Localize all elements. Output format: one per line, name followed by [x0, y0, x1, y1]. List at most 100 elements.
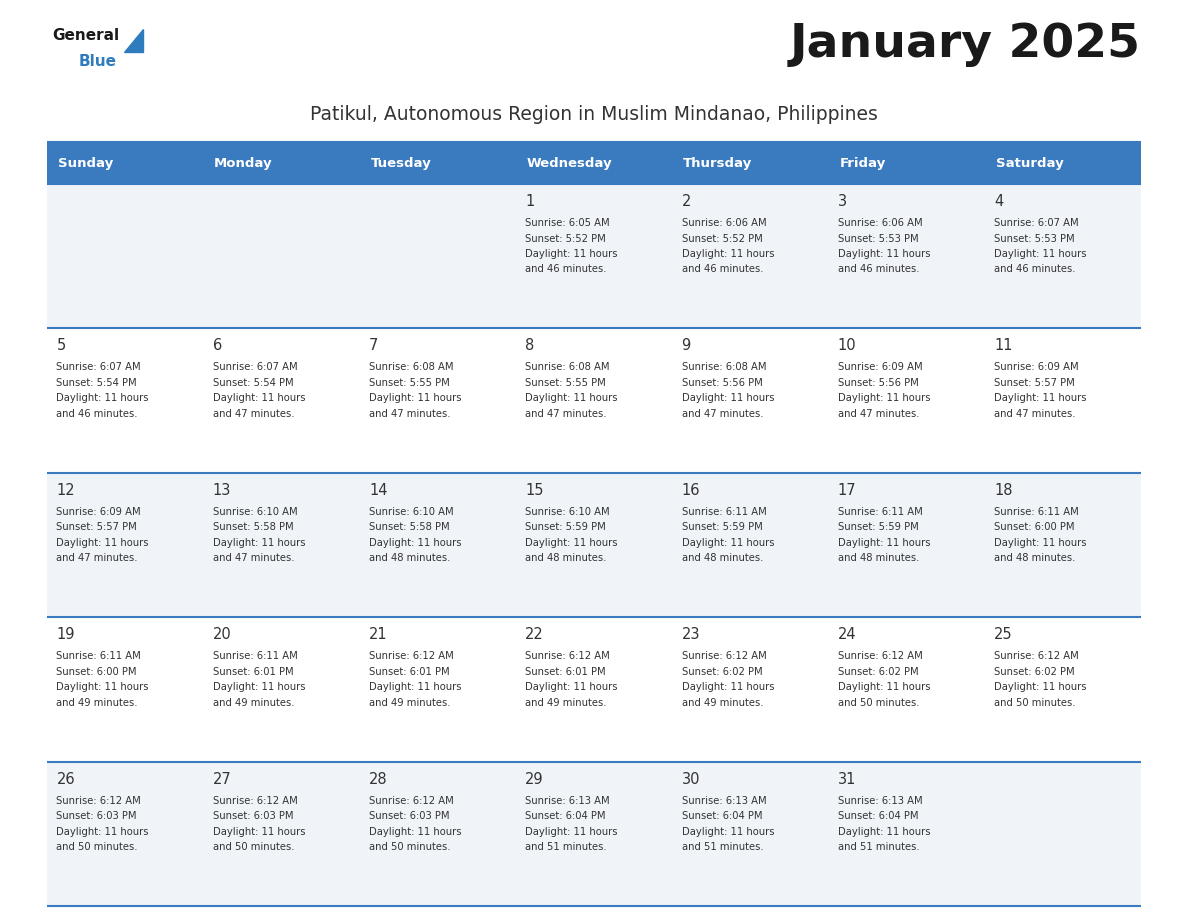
- Text: 25: 25: [994, 627, 1012, 643]
- Bar: [360, 473, 516, 617]
- Text: Sunrise: 6:10 AM: Sunrise: 6:10 AM: [525, 507, 609, 517]
- Text: and 47 minutes.: and 47 minutes.: [525, 409, 607, 419]
- Text: and 50 minutes.: and 50 minutes.: [369, 842, 450, 852]
- Text: Sunday: Sunday: [58, 156, 113, 170]
- Bar: [828, 142, 985, 184]
- Text: 28: 28: [369, 772, 387, 787]
- Text: Sunset: 6:02 PM: Sunset: 6:02 PM: [838, 666, 918, 677]
- Text: Sunrise: 6:11 AM: Sunrise: 6:11 AM: [838, 507, 923, 517]
- Text: Daylight: 11 hours: Daylight: 11 hours: [525, 826, 618, 836]
- Bar: [828, 473, 985, 617]
- Text: Sunrise: 6:07 AM: Sunrise: 6:07 AM: [213, 363, 297, 373]
- Bar: [985, 329, 1140, 473]
- Text: Sunset: 6:01 PM: Sunset: 6:01 PM: [213, 666, 293, 677]
- Text: Sunrise: 6:12 AM: Sunrise: 6:12 AM: [682, 651, 766, 661]
- Text: Sunset: 5:54 PM: Sunset: 5:54 PM: [56, 378, 137, 388]
- Text: Daylight: 11 hours: Daylight: 11 hours: [994, 249, 1087, 259]
- Text: Daylight: 11 hours: Daylight: 11 hours: [838, 826, 930, 836]
- Text: 3: 3: [838, 194, 847, 209]
- Text: Daylight: 11 hours: Daylight: 11 hours: [525, 682, 618, 692]
- Bar: [203, 142, 360, 184]
- Text: Daylight: 11 hours: Daylight: 11 hours: [838, 538, 930, 548]
- Bar: [672, 617, 828, 762]
- Bar: [516, 617, 672, 762]
- Text: and 47 minutes.: and 47 minutes.: [369, 409, 450, 419]
- Text: and 50 minutes.: and 50 minutes.: [994, 698, 1075, 708]
- Text: Patikul, Autonomous Region in Muslim Mindanao, Philippines: Patikul, Autonomous Region in Muslim Min…: [310, 105, 878, 124]
- Text: Sunrise: 6:12 AM: Sunrise: 6:12 AM: [56, 796, 141, 806]
- Text: 7: 7: [369, 339, 378, 353]
- Bar: [360, 142, 516, 184]
- Text: Sunset: 5:53 PM: Sunset: 5:53 PM: [838, 233, 918, 243]
- Text: 6: 6: [213, 339, 222, 353]
- Text: Sunset: 5:59 PM: Sunset: 5:59 PM: [838, 522, 918, 532]
- Bar: [203, 329, 360, 473]
- Bar: [48, 762, 203, 906]
- Text: Sunrise: 6:06 AM: Sunrise: 6:06 AM: [838, 218, 922, 228]
- Text: Daylight: 11 hours: Daylight: 11 hours: [525, 538, 618, 548]
- Bar: [48, 329, 203, 473]
- Text: Daylight: 11 hours: Daylight: 11 hours: [369, 394, 461, 403]
- Bar: [672, 762, 828, 906]
- Text: January 2025: January 2025: [790, 22, 1140, 67]
- Text: Tuesday: Tuesday: [371, 156, 431, 170]
- Text: Sunset: 6:02 PM: Sunset: 6:02 PM: [994, 666, 1075, 677]
- Text: and 51 minutes.: and 51 minutes.: [838, 842, 920, 852]
- Text: Sunrise: 6:13 AM: Sunrise: 6:13 AM: [838, 796, 922, 806]
- Text: 10: 10: [838, 339, 857, 353]
- Text: and 51 minutes.: and 51 minutes.: [682, 842, 763, 852]
- Text: Friday: Friday: [840, 156, 885, 170]
- Bar: [672, 473, 828, 617]
- Text: Daylight: 11 hours: Daylight: 11 hours: [56, 682, 148, 692]
- Text: Daylight: 11 hours: Daylight: 11 hours: [994, 682, 1087, 692]
- Text: Daylight: 11 hours: Daylight: 11 hours: [525, 394, 618, 403]
- Bar: [48, 617, 203, 762]
- Text: Sunset: 6:04 PM: Sunset: 6:04 PM: [682, 812, 762, 821]
- Text: and 46 minutes.: and 46 minutes.: [838, 264, 920, 274]
- Text: Thursday: Thursday: [683, 156, 752, 170]
- Text: Wednesday: Wednesday: [526, 156, 613, 170]
- Text: Sunrise: 6:05 AM: Sunrise: 6:05 AM: [525, 218, 609, 228]
- Text: 18: 18: [994, 483, 1012, 498]
- Bar: [672, 329, 828, 473]
- Text: Sunset: 5:55 PM: Sunset: 5:55 PM: [525, 378, 606, 388]
- Text: Blue: Blue: [78, 54, 116, 69]
- Text: Sunrise: 6:13 AM: Sunrise: 6:13 AM: [525, 796, 609, 806]
- Text: Sunset: 5:59 PM: Sunset: 5:59 PM: [525, 522, 606, 532]
- Text: and 49 minutes.: and 49 minutes.: [682, 698, 763, 708]
- Text: Sunset: 6:04 PM: Sunset: 6:04 PM: [525, 812, 606, 821]
- Bar: [516, 184, 672, 329]
- Text: Sunrise: 6:11 AM: Sunrise: 6:11 AM: [682, 507, 766, 517]
- Text: and 49 minutes.: and 49 minutes.: [369, 698, 450, 708]
- Text: 5: 5: [56, 339, 65, 353]
- Bar: [828, 617, 985, 762]
- Text: and 47 minutes.: and 47 minutes.: [56, 554, 138, 564]
- Text: Daylight: 11 hours: Daylight: 11 hours: [213, 826, 305, 836]
- Text: Sunset: 5:52 PM: Sunset: 5:52 PM: [525, 233, 606, 243]
- Text: and 47 minutes.: and 47 minutes.: [682, 409, 763, 419]
- Bar: [516, 473, 672, 617]
- Text: and 48 minutes.: and 48 minutes.: [994, 554, 1075, 564]
- Text: Daylight: 11 hours: Daylight: 11 hours: [994, 394, 1087, 403]
- Bar: [360, 762, 516, 906]
- Text: 12: 12: [56, 483, 75, 498]
- Text: Sunset: 6:03 PM: Sunset: 6:03 PM: [56, 812, 137, 821]
- Bar: [360, 329, 516, 473]
- Text: Sunrise: 6:12 AM: Sunrise: 6:12 AM: [369, 796, 454, 806]
- Text: Sunset: 5:54 PM: Sunset: 5:54 PM: [213, 378, 293, 388]
- Bar: [985, 617, 1140, 762]
- Text: Sunset: 5:59 PM: Sunset: 5:59 PM: [682, 522, 763, 532]
- Bar: [48, 184, 203, 329]
- Text: Sunrise: 6:10 AM: Sunrise: 6:10 AM: [213, 507, 297, 517]
- Text: Daylight: 11 hours: Daylight: 11 hours: [213, 394, 305, 403]
- Text: Sunset: 5:57 PM: Sunset: 5:57 PM: [56, 522, 137, 532]
- Text: Sunrise: 6:10 AM: Sunrise: 6:10 AM: [369, 507, 454, 517]
- Text: Sunrise: 6:08 AM: Sunrise: 6:08 AM: [525, 363, 609, 373]
- Bar: [985, 142, 1140, 184]
- Text: 31: 31: [838, 772, 857, 787]
- Text: 13: 13: [213, 483, 230, 498]
- Text: Sunset: 5:57 PM: Sunset: 5:57 PM: [994, 378, 1075, 388]
- Bar: [48, 142, 203, 184]
- Text: and 48 minutes.: and 48 minutes.: [525, 554, 607, 564]
- Polygon shape: [124, 29, 143, 52]
